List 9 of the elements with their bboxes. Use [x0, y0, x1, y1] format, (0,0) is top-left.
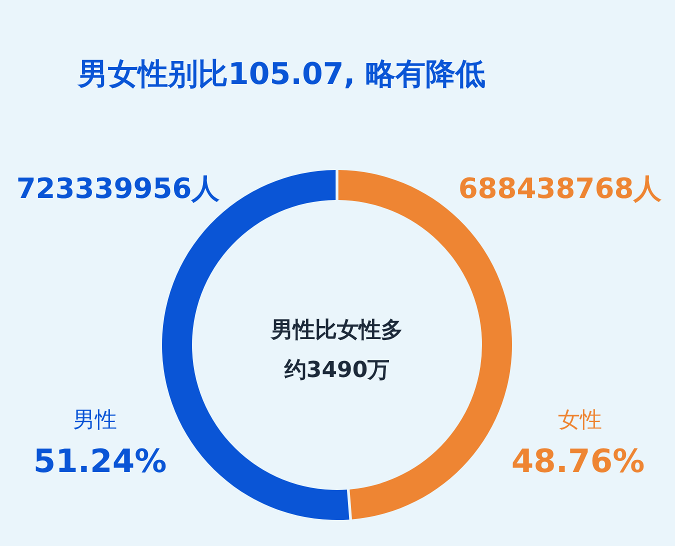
text: 688438768人 — [458, 172, 663, 205]
slice-label: 女性 — [558, 408, 602, 433]
text: 约3490万 — [283, 358, 390, 383]
data-label: 51.24% — [33, 442, 167, 480]
text: 男性比女性多 — [270, 318, 403, 343]
slice-label: 男性 — [73, 408, 117, 433]
chart-title: 男女性别比105.07, 略有降低 — [77, 57, 486, 92]
data-label: 48.76% — [511, 442, 645, 480]
text: 723339956人 — [16, 172, 221, 205]
